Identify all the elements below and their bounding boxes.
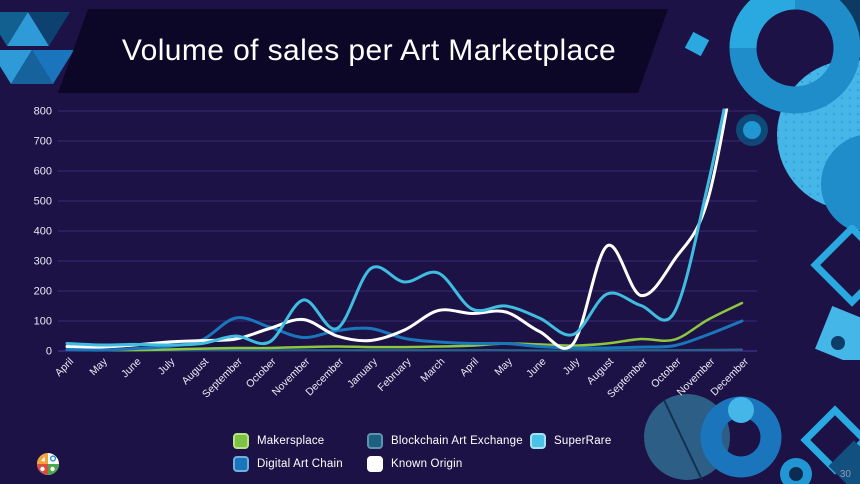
legend-item-blockchain-art-exchange: Blockchain Art Exchange [367,433,523,449]
page-number: 30 [839,469,851,480]
legend-swatch [367,456,383,472]
legend-item-known-origin: Known Origin [367,456,462,472]
legend-item-digital-art-chain: Digital Art Chain [233,456,343,472]
y-axis-tick-label: 700 [34,136,52,148]
y-axis-tick-label: 400 [34,226,52,238]
legend-label: SuperRare [554,435,612,447]
series-line-makersplace [65,301,744,352]
legend-label: Known Origin [391,458,463,470]
legend-label: Makersplace [257,435,325,447]
y-axis-tick-label: 800 [34,106,52,118]
series-line-known-origin [65,108,729,350]
legend-item-makersplace: Makersplace [233,433,324,449]
legend-item-superrare: SuperRare [530,433,611,449]
series-lines [65,108,744,352]
title-banner: Volume of sales per Art Marketplace [58,9,668,93]
y-axis-tick-label: 0 [46,346,52,358]
y-axis-tick-label: 300 [34,256,52,268]
y-axis-tick-label: 200 [34,286,52,298]
page-title: Volume of sales per Art Marketplace [121,34,617,67]
legend-label: Blockchain Art Exchange [391,435,523,447]
y-axis-tick-label: 600 [34,166,52,178]
series-line-superrare [65,108,726,347]
legend-swatch [367,433,383,449]
legend-label: Digital Art Chain [257,458,343,470]
y-axis-tick-label: 100 [34,316,52,328]
legend-swatch [233,433,249,449]
y-axis-tick-label: 500 [34,196,52,208]
legend-swatch [530,433,546,449]
y-axis-labels: 0 100 200 300 400 500 600 700 800 [34,106,52,358]
legend-swatch [233,456,249,472]
